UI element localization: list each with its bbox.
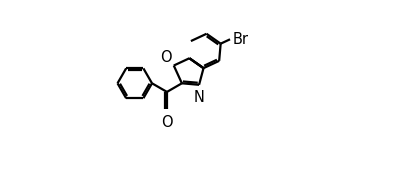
Text: N: N: [194, 90, 205, 105]
Text: O: O: [161, 50, 172, 64]
Text: O: O: [161, 115, 173, 131]
Text: Br: Br: [232, 32, 248, 47]
